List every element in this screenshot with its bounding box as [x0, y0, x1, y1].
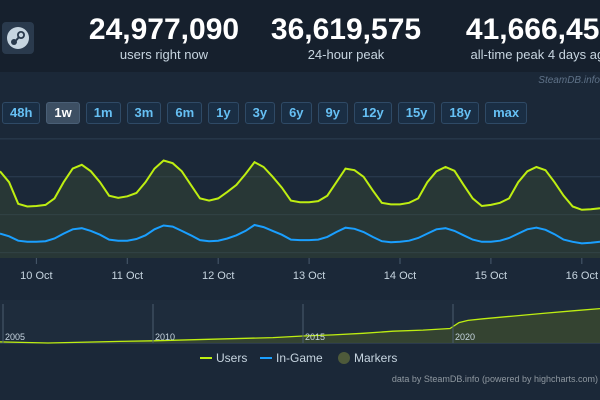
range-button-1y[interactable]: 1y — [208, 102, 239, 124]
x-tick-label: 13 Oct — [293, 270, 325, 282]
legend-label: Markers — [354, 351, 397, 365]
navigator-area — [0, 308, 600, 343]
navigator-tick-label: 2015 — [305, 332, 325, 342]
legend-label: In-Game — [276, 351, 323, 365]
legend-label: Users — [216, 351, 247, 365]
chart-credit-top: SteamDB.info — [538, 75, 600, 86]
range-button-6m[interactable]: 6m — [167, 102, 203, 124]
series-line-users — [0, 159, 600, 211]
legend-symbol — [338, 352, 350, 364]
chart-credit-bottom[interactable]: data by SteamDB.info (powered by highcha… — [391, 374, 598, 384]
daily-peak-stat: 36,619,575 24-hour peak — [264, 12, 428, 62]
range-button-max[interactable]: max — [485, 102, 528, 124]
range-button-6y[interactable]: 6y — [281, 102, 312, 124]
all-time-peak-label: all-time peak 4 days ago — [470, 47, 600, 62]
range-button-12y[interactable]: 12y — [354, 102, 392, 124]
current-users-value: 24,977,090 — [88, 13, 240, 46]
legend-item-users[interactable]: Users — [200, 351, 247, 365]
range-button-1w[interactable]: 1w — [46, 102, 80, 124]
navigator-tick-label: 2010 — [155, 332, 175, 342]
range-selector: 48h 1w 1m 3m 6m 1y 3y 6y 9y 12y 15y 18y max — [2, 102, 533, 124]
range-button-9y[interactable]: 9y — [317, 102, 349, 124]
x-tick-label: 14 Oct — [384, 270, 416, 282]
x-tick-label: 10 Oct — [20, 270, 52, 282]
series-area-users — [0, 160, 600, 258]
x-tick-label: 11 Oct — [111, 270, 143, 282]
current-users-label: users right now — [119, 47, 209, 62]
navigator-tick-label: 2005 — [5, 332, 25, 342]
daily-peak-label: 24-hour peak — [307, 47, 385, 62]
x-tick-label: 15 Oct — [475, 270, 507, 282]
range-button-15y[interactable]: 15y — [397, 102, 436, 124]
player-count-chart: 10 Oct 11 Oct 12 Oct 13 Oct 14 Oct 15 Oct 16 O… — [0, 138, 600, 365]
range-button-48h[interactable]: 48h — [2, 102, 41, 124]
range-button-3m[interactable]: 3m — [126, 102, 162, 124]
series-line-in-game — [0, 223, 600, 245]
daily-peak-value: 36,619,575 — [270, 13, 422, 46]
legend-item-markers[interactable]: Markers — [338, 351, 397, 365]
steam-logo-icon[interactable] — [2, 22, 34, 54]
stats-header: 24,977,090 users right now 36,619,575 24… — [0, 0, 600, 72]
x-tick-label: 12 Oct — [202, 270, 234, 282]
range-button-3y[interactable]: 3y — [244, 102, 276, 124]
x-tick-label: 16 Oct — [566, 270, 598, 282]
navigator-tick-label: 2020 — [455, 332, 475, 342]
legend-item-in-game[interactable]: In-Game — [260, 351, 323, 365]
all-time-peak-stat: 41,666,455 all-time peak 4 days ago — [456, 12, 600, 62]
range-button-18y[interactable]: 18y — [441, 102, 480, 124]
current-users-stat: 24,977,090 users right now — [82, 12, 246, 62]
all-time-peak-value: 41,666,455 — [465, 13, 600, 46]
range-button-1m[interactable]: 1m — [85, 102, 121, 124]
